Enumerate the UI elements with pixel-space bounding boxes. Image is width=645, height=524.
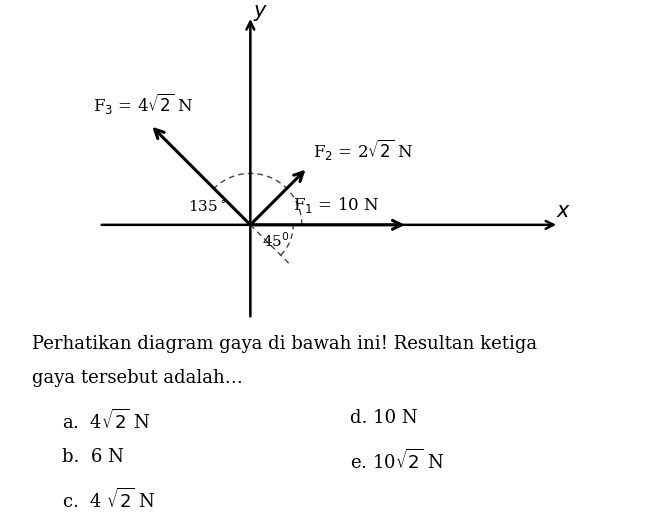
- Text: $y$: $y$: [253, 3, 268, 24]
- Text: $x$: $x$: [556, 202, 571, 222]
- Text: 135$^\circ$: 135$^\circ$: [188, 200, 226, 215]
- Text: gaya tersebut adalah…: gaya tersebut adalah…: [32, 369, 243, 387]
- Text: d. 10 N: d. 10 N: [350, 409, 418, 427]
- Text: a.  4$\sqrt{2}$ N: a. 4$\sqrt{2}$ N: [62, 409, 151, 433]
- Text: 45$^0$: 45$^0$: [263, 231, 290, 250]
- Text: e. 10$\sqrt{2}$ N: e. 10$\sqrt{2}$ N: [350, 449, 444, 473]
- Text: F$_2$ = 2$\sqrt{2}$ N: F$_2$ = 2$\sqrt{2}$ N: [313, 137, 413, 162]
- Text: F$_1$ = 10 N: F$_1$ = 10 N: [293, 195, 380, 215]
- Text: c.  4 $\sqrt{2}$ N: c. 4 $\sqrt{2}$ N: [62, 488, 156, 512]
- Text: F$_3$ = 4$\sqrt{2}$ N: F$_3$ = 4$\sqrt{2}$ N: [93, 91, 194, 116]
- Text: b.  6 N: b. 6 N: [62, 449, 124, 466]
- Text: Perhatikan diagram gaya di bawah ini! Resultan ketiga: Perhatikan diagram gaya di bawah ini! Re…: [32, 335, 537, 353]
